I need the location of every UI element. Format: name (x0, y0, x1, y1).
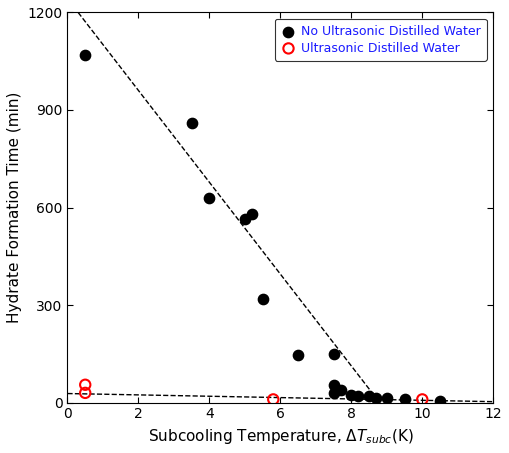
No Ultrasonic Distilled Water (383, 394, 391, 401)
X-axis label: Subcooling Temperature, $\Delta T_{subc}$(K): Subcooling Temperature, $\Delta T_{subc}… (148, 427, 413, 446)
No Ultrasonic Distilled Water (329, 389, 337, 396)
No Ultrasonic Distilled Water (188, 120, 196, 127)
No Ultrasonic Distilled Water (372, 394, 380, 401)
No Ultrasonic Distilled Water (354, 392, 362, 400)
No Ultrasonic Distilled Water (294, 352, 302, 359)
No Ultrasonic Distilled Water (329, 381, 337, 388)
Ultrasonic Distilled Water (81, 389, 89, 396)
No Ultrasonic Distilled Water (436, 397, 444, 405)
No Ultrasonic Distilled Water (81, 51, 89, 58)
No Ultrasonic Distilled Water (248, 211, 256, 218)
No Ultrasonic Distilled Water (205, 194, 213, 202)
No Ultrasonic Distilled Water (365, 392, 373, 400)
Ultrasonic Distilled Water (81, 381, 89, 388)
No Ultrasonic Distilled Water (259, 295, 267, 302)
Ultrasonic Distilled Water (418, 396, 427, 403)
No Ultrasonic Distilled Water (347, 391, 355, 398)
Y-axis label: Hydrate Formation Time (min): Hydrate Formation Time (min) (7, 92, 22, 323)
Ultrasonic Distilled Water (269, 396, 277, 403)
No Ultrasonic Distilled Water (241, 215, 249, 222)
No Ultrasonic Distilled Water (329, 350, 337, 357)
No Ultrasonic Distilled Water (336, 386, 345, 393)
No Ultrasonic Distilled Water (401, 396, 409, 403)
Legend: No Ultrasonic Distilled Water, Ultrasonic Distilled Water: No Ultrasonic Distilled Water, Ultrasoni… (275, 19, 487, 61)
